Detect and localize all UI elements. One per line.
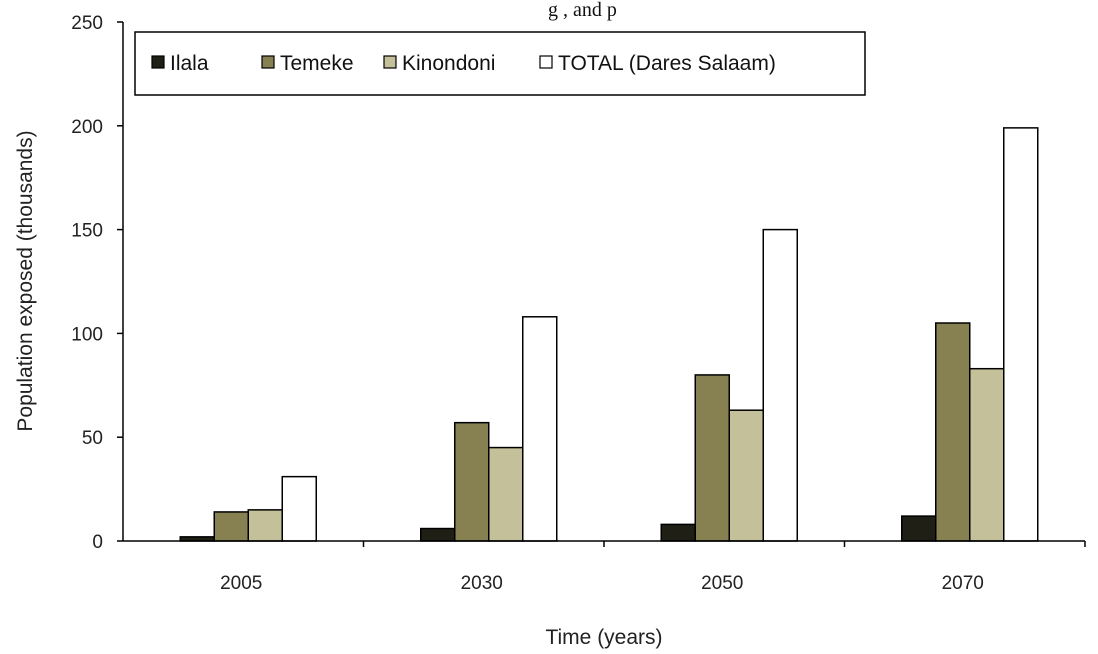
y-tick-label: 100 bbox=[71, 324, 103, 345]
bar-total-dares-salaam-2005 bbox=[281, 475, 317, 542]
x-axis-ticks: 2005 2030 2050 2070 bbox=[220, 541, 1086, 594]
bar-total-dares-salaam-2030 bbox=[522, 316, 558, 542]
legend-swatch bbox=[151, 55, 165, 69]
y-tick-label: 250 bbox=[71, 13, 103, 34]
bar-kinondoni-2005 bbox=[247, 509, 283, 542]
y-axis-ticks: 0 50 100 150 200 250 bbox=[71, 13, 123, 553]
x-tick-label: 2030 bbox=[461, 573, 503, 594]
y-tick-label: 0 bbox=[92, 532, 103, 553]
bar-kinondoni-2050 bbox=[728, 409, 764, 542]
legend-label: Ilala bbox=[170, 52, 209, 75]
legend-label: Kinondoni bbox=[402, 52, 495, 75]
y-axis-label: Population exposed (thousands) bbox=[14, 130, 37, 431]
legend-swatch bbox=[539, 55, 553, 69]
legend-label: Temeke bbox=[280, 52, 354, 75]
y-tick-label: 50 bbox=[82, 428, 103, 449]
bar-ilala-2070 bbox=[901, 515, 937, 542]
legend-swatch bbox=[261, 55, 275, 69]
legend-box bbox=[134, 31, 866, 96]
x-axis-label: Time (years) bbox=[545, 626, 662, 649]
x-tick-label: 2050 bbox=[701, 573, 743, 594]
bar-temeke-2070 bbox=[935, 322, 971, 542]
legend: Ilala Temeke Kinondoni TOTAL (Dares Salaam) bbox=[134, 31, 866, 96]
bar-temeke-2050 bbox=[694, 374, 730, 542]
bar-kinondoni-2030 bbox=[488, 446, 524, 542]
bar-total-dares-salaam-2050 bbox=[762, 228, 798, 542]
bar-temeke-2005 bbox=[213, 511, 249, 542]
bar-temeke-2030 bbox=[454, 421, 490, 542]
bar-total-dares-salaam-2070 bbox=[1003, 127, 1039, 542]
y-tick-label: 200 bbox=[71, 117, 103, 138]
bar-kinondoni-2070 bbox=[969, 367, 1005, 542]
bar-ilala-2050 bbox=[660, 523, 696, 542]
bar-ilala-2030 bbox=[420, 527, 456, 542]
bars bbox=[179, 127, 1039, 542]
top-text-fragment: g , and p bbox=[548, 0, 617, 21]
x-tick-label: 2005 bbox=[220, 573, 262, 594]
legend-swatch bbox=[383, 55, 397, 69]
legend-label: TOTAL (Dares Salaam) bbox=[558, 52, 776, 75]
x-tick-label: 2070 bbox=[942, 573, 984, 594]
y-tick-label: 150 bbox=[71, 221, 103, 242]
